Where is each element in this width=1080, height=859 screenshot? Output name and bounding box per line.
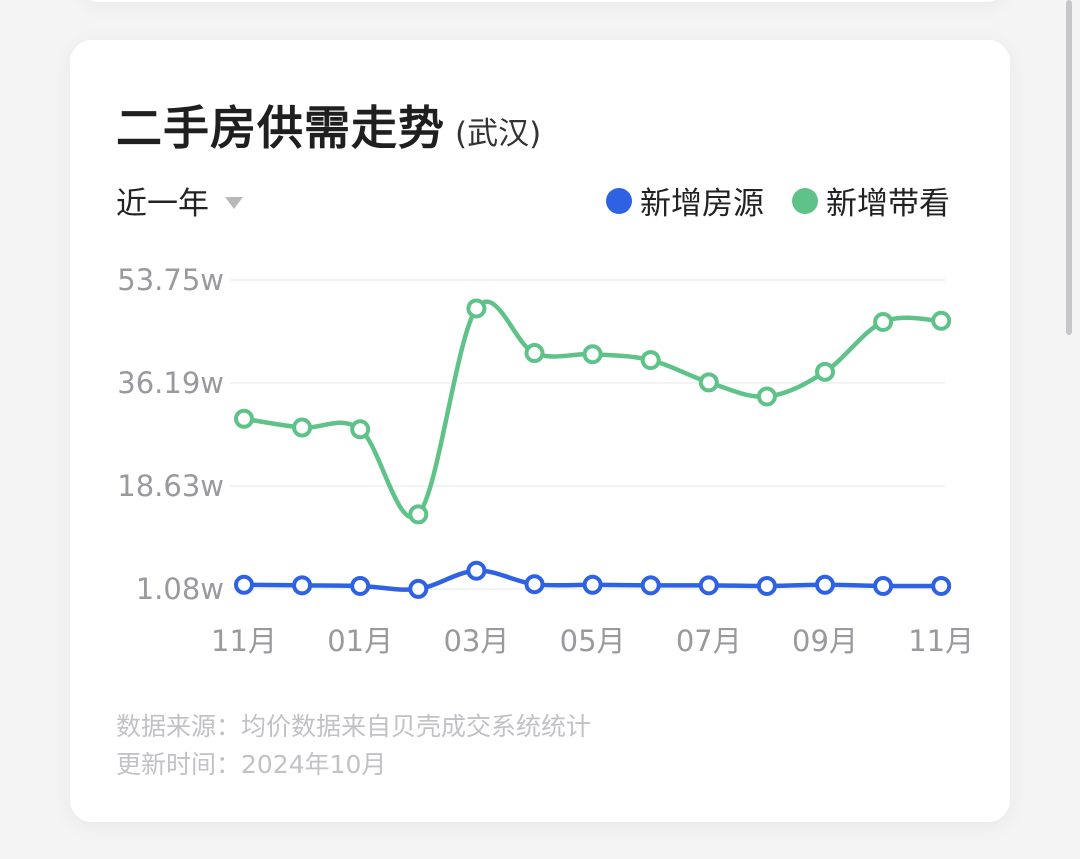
data-point-supply	[756, 575, 777, 596]
data-point-supply	[350, 575, 371, 596]
legend-label-supply: 新增房源	[640, 186, 764, 222]
data-point-viewing	[640, 350, 661, 371]
x-tick-label: 05月	[560, 624, 626, 658]
x-tick-label: 09月	[792, 624, 858, 658]
data-point-supply	[582, 574, 603, 595]
data-point-supply	[466, 560, 487, 581]
data-point-viewing	[815, 361, 835, 382]
data-point-supply	[873, 575, 894, 596]
data-point-viewing	[466, 298, 487, 319]
data-point-supply	[292, 575, 313, 596]
x-tick-label: 07月	[676, 624, 742, 658]
line-chart: 53.75w 36.19w 18.63w 1.08w 11月 01月 03月 05月 07月 09…	[117, 263, 974, 658]
chart-footer: 数据来源：均价数据来自贝壳成交系统统计 更新时间：2024年10月	[116, 708, 591, 784]
period-label: 近一年	[116, 186, 209, 222]
update-time-text: 更新时间：2024年10月	[116, 750, 387, 779]
x-tick-label: 11月	[211, 624, 277, 658]
caret-down-icon	[225, 196, 243, 209]
data-point-viewing	[698, 372, 719, 393]
legend-dot-viewing	[792, 187, 818, 214]
data-point-supply	[524, 574, 545, 595]
data-point-viewing	[292, 417, 313, 438]
data-point-supply	[408, 578, 429, 599]
card-header: 二手房供需走势 (武汉)	[116, 92, 541, 158]
legend-item-supply: 新增房源	[606, 178, 764, 223]
data-point-viewing	[582, 344, 603, 365]
y-tick-label: 36.19w	[117, 366, 224, 400]
data-point-supply	[931, 575, 952, 596]
data-source-text: 数据来源：均价数据来自贝壳成交系统统计	[116, 712, 592, 741]
period-dropdown[interactable]: 近一年	[116, 178, 243, 223]
series-line-viewing	[241, 299, 944, 520]
y-tick-label: 1.08w	[136, 572, 224, 606]
supply-demand-card	[70, 40, 1010, 822]
data-point-viewing	[408, 504, 429, 525]
data-point-viewing	[234, 408, 254, 429]
data-point-supply	[640, 575, 661, 596]
x-tick-label: 03月	[443, 624, 509, 658]
legend-label-viewing: 新增带看	[826, 186, 950, 222]
scrollbar[interactable]	[1066, 0, 1072, 335]
legend-dot-supply	[606, 187, 632, 214]
chart-title: 二手房供需走势	[116, 101, 445, 155]
data-point-supply	[698, 575, 719, 596]
chart-legend: 新增房源 新增带看	[578, 178, 950, 223]
legend-item-viewing: 新增带看	[792, 178, 950, 223]
data-point-viewing	[873, 311, 894, 332]
data-point-supply	[815, 574, 835, 595]
x-tick-label: 01月	[327, 624, 393, 658]
data-point-viewing	[524, 343, 545, 364]
x-tick-label: 11月	[908, 624, 974, 658]
data-point-viewing	[931, 310, 952, 331]
data-point-supply	[234, 574, 254, 595]
data-point-viewing	[350, 419, 371, 440]
data-point-viewing	[756, 386, 777, 407]
y-tick-label: 53.75w	[117, 263, 224, 297]
city-label: (武汉)	[455, 116, 542, 152]
previous-card	[80, 0, 1005, 2]
y-tick-label: 18.63w	[117, 469, 224, 503]
